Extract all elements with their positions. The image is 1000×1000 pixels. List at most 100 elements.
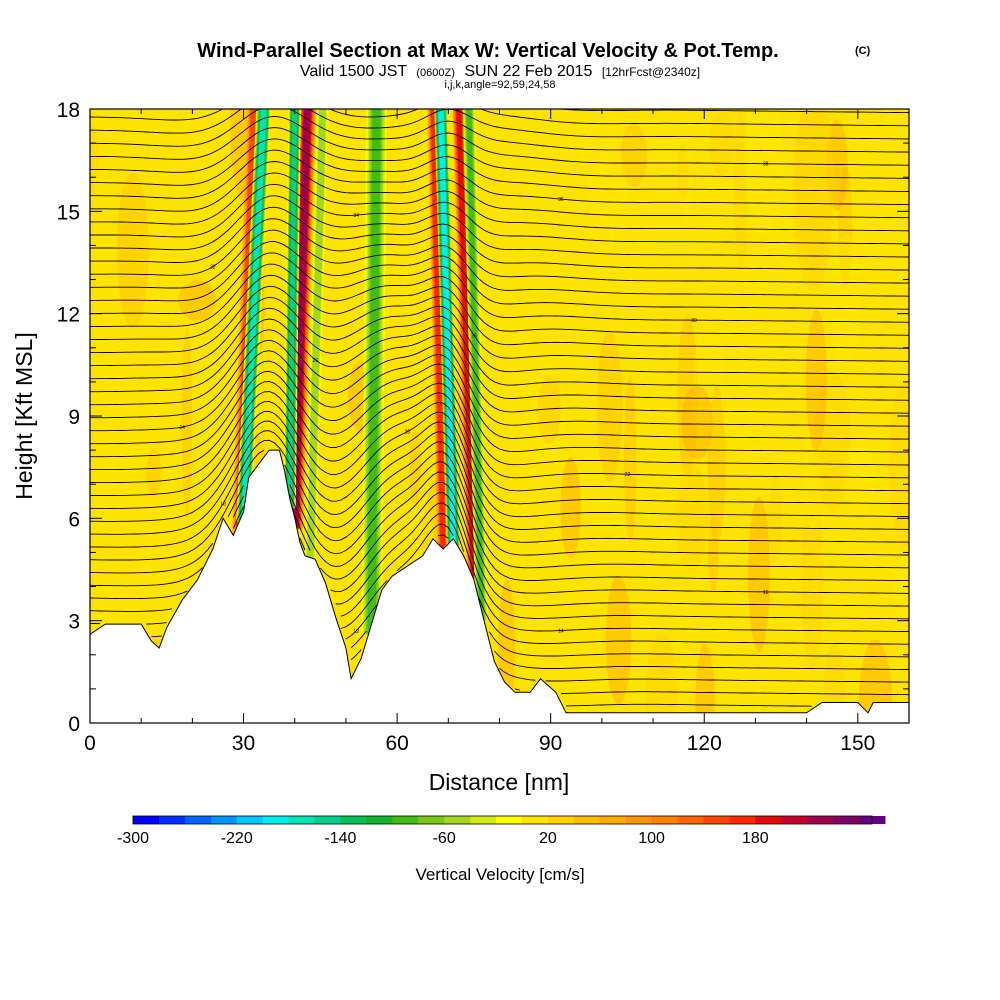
- colorbar-swatch: [781, 816, 808, 824]
- colorbar-tick-label: -60: [433, 830, 456, 847]
- contour-label: 18: [220, 502, 226, 508]
- isentrope-line: [90, 149, 909, 206]
- colorbar-swatch: [729, 816, 756, 824]
- isentrope-line: [90, 127, 909, 179]
- y-tick-label: 0: [68, 713, 80, 736]
- isentrope-line: [90, 109, 909, 127]
- background-patch: [803, 426, 822, 531]
- isentrope-line: [90, 161, 909, 219]
- background-patch: [675, 464, 709, 571]
- isentrope-line: [90, 420, 909, 530]
- isentrope-line: [340, 523, 909, 658]
- colorbar-swatch: [366, 816, 393, 824]
- background-patch: [748, 496, 770, 652]
- y-tick-label: 15: [57, 201, 80, 224]
- background-patch: [605, 575, 632, 705]
- background-patch: [533, 363, 567, 460]
- chart-subtitle: Valid 1500 JST (0600Z) SUN 22 Feb 2015 […: [300, 63, 700, 80]
- isentrope-line: [90, 263, 909, 336]
- chart-title-mark: (C): [855, 45, 871, 57]
- colorbar-swatch: [703, 816, 730, 824]
- velocity-plume: [466, 109, 485, 621]
- background-patch: [888, 380, 909, 547]
- chart-title: Wind-Parallel Section at Max W: Vertical…: [197, 40, 778, 62]
- colorbar-swatch: [314, 816, 341, 824]
- colorbar-swatch: [288, 816, 316, 824]
- contour-label: 20: [405, 430, 411, 436]
- isentrope-line: [90, 206, 909, 271]
- isentrope-line: [90, 339, 909, 427]
- contour-labels: 12 14 16 18 20 22 24 26 28 30 32 34 36 38: [179, 162, 768, 635]
- background-patch: [560, 457, 581, 559]
- colorbar-swatch: [392, 816, 419, 824]
- x-tick-label: 60: [385, 732, 408, 755]
- isentrope-line: [90, 318, 909, 401]
- contour-label: 16: [763, 590, 769, 596]
- plot-area: 12 14 16 18 20 22 24 26 28 30 32 34 36 38: [90, 109, 909, 723]
- background-patch: [588, 153, 628, 222]
- background-patch: [621, 124, 648, 187]
- background-patch: [695, 643, 715, 723]
- x-tick-label: 0: [84, 732, 96, 755]
- isentrope-line: [90, 138, 909, 192]
- colorbar-tick-label: 20: [539, 830, 557, 847]
- isentrope-line: [90, 274, 909, 349]
- section-params: i,j,k,angle=92,59,24,58: [444, 79, 555, 91]
- contour-label: 14: [558, 629, 564, 635]
- isentrope-line: [90, 296, 909, 375]
- isentrope-line: [90, 241, 909, 310]
- velocity-plume: [430, 109, 446, 560]
- colorbar-swatch: [158, 816, 186, 824]
- colorbar-swatch: [236, 816, 264, 824]
- contour-label: 34: [353, 213, 359, 219]
- colorbar-swatch: [677, 816, 704, 824]
- y-tick-label: 6: [68, 508, 80, 531]
- isentrope-line: [90, 471, 909, 594]
- colorbar-tick-labels: -300 -220 -140 -60 20 100 180: [117, 830, 769, 847]
- background-patch: [768, 476, 784, 562]
- isentrope-line: [90, 109, 909, 140]
- velocity-plume: [456, 109, 477, 590]
- background-patch: [146, 449, 162, 497]
- isentrope-line: [90, 218, 909, 284]
- background-patch: [831, 233, 862, 367]
- colorbar-swatch: [651, 816, 679, 824]
- colorbar-tick-label: 100: [638, 830, 665, 847]
- colorbar-tick-label: -220: [221, 830, 253, 847]
- contour-label: 24: [179, 425, 185, 431]
- isentrope-lines: [90, 109, 909, 707]
- isentrope-line: [90, 430, 909, 543]
- colorbar-frame: [132, 815, 873, 825]
- background-patch: [838, 166, 853, 289]
- colorbar-title: Vertical Velocity [cm/s]: [415, 865, 584, 884]
- isentrope-line: [90, 252, 909, 323]
- background-patch: [90, 122, 100, 193]
- contour-label: 22: [625, 472, 631, 478]
- subtitle-utc: (0600Z): [416, 67, 455, 79]
- background-patch: [826, 119, 848, 211]
- x-tick-label: 120: [687, 732, 722, 755]
- x-tick-label: 150: [840, 732, 875, 755]
- isentrope-line: [350, 630, 909, 683]
- x-axis-label: Distance [nm]: [429, 769, 570, 795]
- colorbar-swatch: [573, 816, 601, 824]
- background-patch: [596, 330, 623, 482]
- y-axis-label: Height [Kft MSL]: [11, 332, 37, 499]
- background-patch: [792, 109, 834, 293]
- colorbar-tick-label: -300: [117, 830, 149, 847]
- colorbar-tick-label: -140: [324, 830, 356, 847]
- colorbar-swatch: [418, 816, 445, 824]
- background-patch: [692, 318, 725, 461]
- background-patch: [537, 377, 561, 445]
- x-tick-label: 90: [539, 732, 562, 755]
- background-patch: [707, 386, 726, 545]
- isentrope-line: [90, 400, 909, 505]
- contour-label: 30: [691, 318, 697, 324]
- background-field: [90, 109, 909, 723]
- colorbar-swatch: [133, 816, 160, 824]
- isentrope-line: [90, 492, 909, 620]
- contour-label: 28: [471, 333, 477, 339]
- background-patch: [677, 142, 689, 201]
- isentrope-line: [90, 381, 909, 479]
